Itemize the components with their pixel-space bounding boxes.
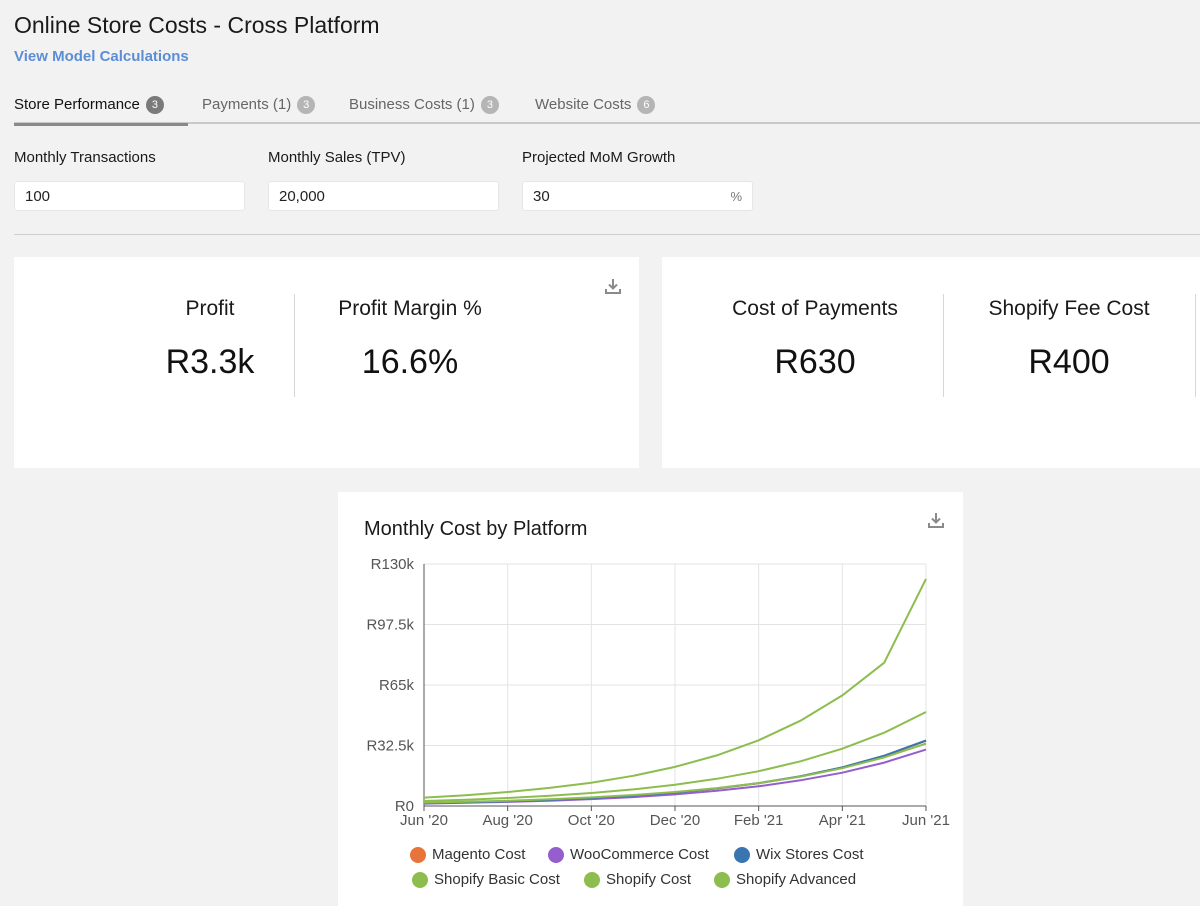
monthly-cost-chart: R0 R32.5k R65k R97.5k R130k Jun '20 Aug '20 Oct… (366, 556, 950, 829)
x-tick-label: Aug '20 (482, 812, 532, 829)
series-line-shopify-basic-cost (423, 711, 927, 802)
legend-item-woocommerce-cost[interactable]: WooCommerce Cost (548, 846, 709, 863)
legend-swatch (412, 871, 428, 888)
kpi-value: R400 (1028, 343, 1110, 381)
projected-growth-input[interactable]: 30 % (522, 181, 753, 211)
legend-item-shopify-cost[interactable]: Shopify Cost (584, 871, 691, 888)
tab-badge: 3 (480, 96, 499, 114)
series-line-shopify-advanced (423, 578, 927, 799)
kpi-profit: Profit R3.3k (110, 297, 310, 382)
tab-label: Website Costs (535, 96, 632, 113)
x-tick-label: Apr '21 (819, 812, 866, 829)
legend-item-shopify-advanced[interactable]: Shopify Advanced (714, 871, 856, 888)
chart-card: Monthly Cost by Platform R0 R32.5k R65k R97… (338, 492, 963, 906)
legend-item-shopify-basic-cost[interactable]: Shopify Basic Cost (412, 871, 560, 888)
x-tick-label: Jun '20 (400, 812, 448, 829)
y-tick-label: R65k (379, 677, 415, 694)
tab-badge: 6 (637, 96, 656, 114)
kpi-card-profit: Profit R3.3k Profit Margin % 16.6% (14, 257, 639, 468)
tab-store-performance[interactable]: Store Performance 3 (14, 96, 188, 126)
kpi-separator (294, 294, 295, 397)
tab-badge: 3 (297, 96, 316, 114)
legend-label: Magento Cost (432, 846, 526, 863)
y-tick-label: R130k (371, 556, 415, 573)
legend-swatch (584, 871, 600, 888)
series-line-shopify-cost (423, 742, 927, 804)
download-icon[interactable] (927, 511, 945, 529)
tab-label: Payments (1) (202, 96, 292, 113)
legend-swatch (734, 846, 750, 863)
tab-bar: Store Performance 3 Payments (1) 3 Busin… (14, 92, 1200, 126)
kpi-value: R630 (774, 343, 856, 381)
kpi-label: Profit (185, 297, 235, 320)
kpi-cost-of-payments: Cost of Payments R630 (705, 297, 925, 382)
legend-swatch (714, 871, 730, 888)
legend-label: Shopify Advanced (736, 871, 857, 888)
page-title: Online Store Costs - Cross Platform (14, 12, 380, 38)
download-icon[interactable] (604, 277, 622, 295)
input-value: 20,000 (279, 187, 325, 205)
monthly-sales-input[interactable]: 20,000 (268, 181, 499, 211)
legend-item-wix-stores-cost[interactable]: Wix Stores Cost (734, 846, 864, 863)
y-tick-label: R32.5k (366, 738, 414, 755)
kpi-label: Profit Margin % (338, 297, 482, 320)
y-tick-label: R97.5k (366, 617, 414, 634)
x-tick-label: Jun '21 (902, 812, 950, 829)
section-divider (14, 234, 1200, 235)
percent-unit: % (730, 188, 742, 204)
input-value: 100 (25, 187, 51, 205)
legend-label: Shopify Cost (606, 871, 692, 888)
tab-business-costs[interactable]: Business Costs (1) 3 (349, 96, 499, 124)
chart-title: Monthly Cost by Platform (364, 518, 588, 540)
legend-swatch (548, 846, 564, 863)
legend-swatch (410, 846, 426, 863)
legend-label: WooCommerce Cost (570, 846, 709, 863)
legend-label: Wix Stores Cost (756, 846, 864, 863)
kpi-label: Cost of Payments (732, 297, 898, 320)
input-value: 30 (533, 187, 550, 205)
kpi-separator (1195, 294, 1196, 397)
tab-label: Store Performance (14, 96, 140, 113)
monthly-transactions-label: Monthly Transactions (14, 149, 156, 166)
y-tick-label: R0 (395, 798, 414, 815)
kpi-profit-margin: Profit Margin % 16.6% (310, 297, 510, 382)
x-tick-label: Dec '20 (650, 812, 700, 829)
legend-label: Shopify Basic Cost (434, 871, 560, 888)
projected-growth-label: Projected MoM Growth (522, 149, 676, 166)
kpi-label: Shopify Fee Cost (988, 297, 1150, 320)
view-model-calculations-link[interactable]: View Model Calculations (14, 48, 189, 65)
kpi-value: R3.3k (165, 343, 255, 381)
tab-website-costs[interactable]: Website Costs 6 (535, 96, 656, 124)
x-tick-label: Feb '21 (734, 812, 784, 829)
tab-badge: 3 (145, 96, 164, 114)
kpi-shopify-fee-cost: Shopify Fee Cost R400 (959, 297, 1179, 382)
monthly-sales-label: Monthly Sales (TPV) (268, 149, 406, 166)
kpi-separator (943, 294, 944, 397)
monthly-transactions-input[interactable]: 100 (14, 181, 245, 211)
kpi-value: 16.6% (361, 343, 459, 381)
tab-payments[interactable]: Payments (1) 3 (202, 96, 316, 124)
x-tick-label: Oct '20 (568, 812, 615, 829)
kpi-card-costs: Cost of Payments R630 Shopify Fee Cost R… (662, 257, 1200, 468)
tab-label: Business Costs (1) (349, 96, 475, 113)
legend-item-magento-cost[interactable]: Magento Cost (410, 846, 525, 863)
